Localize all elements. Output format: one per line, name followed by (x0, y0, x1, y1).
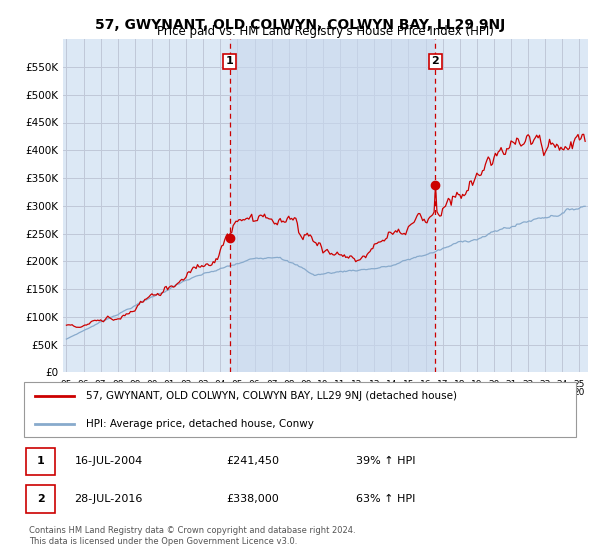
Title: Price paid vs. HM Land Registry's House Price Index (HPI): Price paid vs. HM Land Registry's House … (157, 25, 494, 38)
Text: 2: 2 (431, 57, 439, 67)
Text: HPI: Average price, detached house, Conwy: HPI: Average price, detached house, Conw… (86, 419, 314, 429)
Text: 1: 1 (226, 57, 233, 67)
Text: 2: 2 (37, 494, 44, 504)
Text: £241,450: £241,450 (227, 456, 280, 466)
Text: 28-JUL-2016: 28-JUL-2016 (74, 494, 143, 504)
Text: 16-JUL-2004: 16-JUL-2004 (74, 456, 143, 466)
Text: Contains HM Land Registry data © Crown copyright and database right 2024.
This d: Contains HM Land Registry data © Crown c… (29, 526, 356, 545)
Text: 1: 1 (37, 456, 44, 466)
Text: 57, GWYNANT, OLD COLWYN, COLWYN BAY, LL29 9NJ (detached house): 57, GWYNANT, OLD COLWYN, COLWYN BAY, LL2… (86, 391, 457, 401)
Text: 63% ↑ HPI: 63% ↑ HPI (356, 494, 416, 504)
Bar (230, 39, 435, 372)
Text: 57, GWYNANT, OLD COLWYN, COLWYN BAY, LL29 9NJ: 57, GWYNANT, OLD COLWYN, COLWYN BAY, LL2… (95, 18, 505, 32)
Text: 39% ↑ HPI: 39% ↑ HPI (356, 456, 416, 466)
Text: £338,000: £338,000 (227, 494, 280, 504)
FancyBboxPatch shape (26, 486, 55, 513)
FancyBboxPatch shape (23, 381, 577, 437)
FancyBboxPatch shape (26, 447, 55, 475)
